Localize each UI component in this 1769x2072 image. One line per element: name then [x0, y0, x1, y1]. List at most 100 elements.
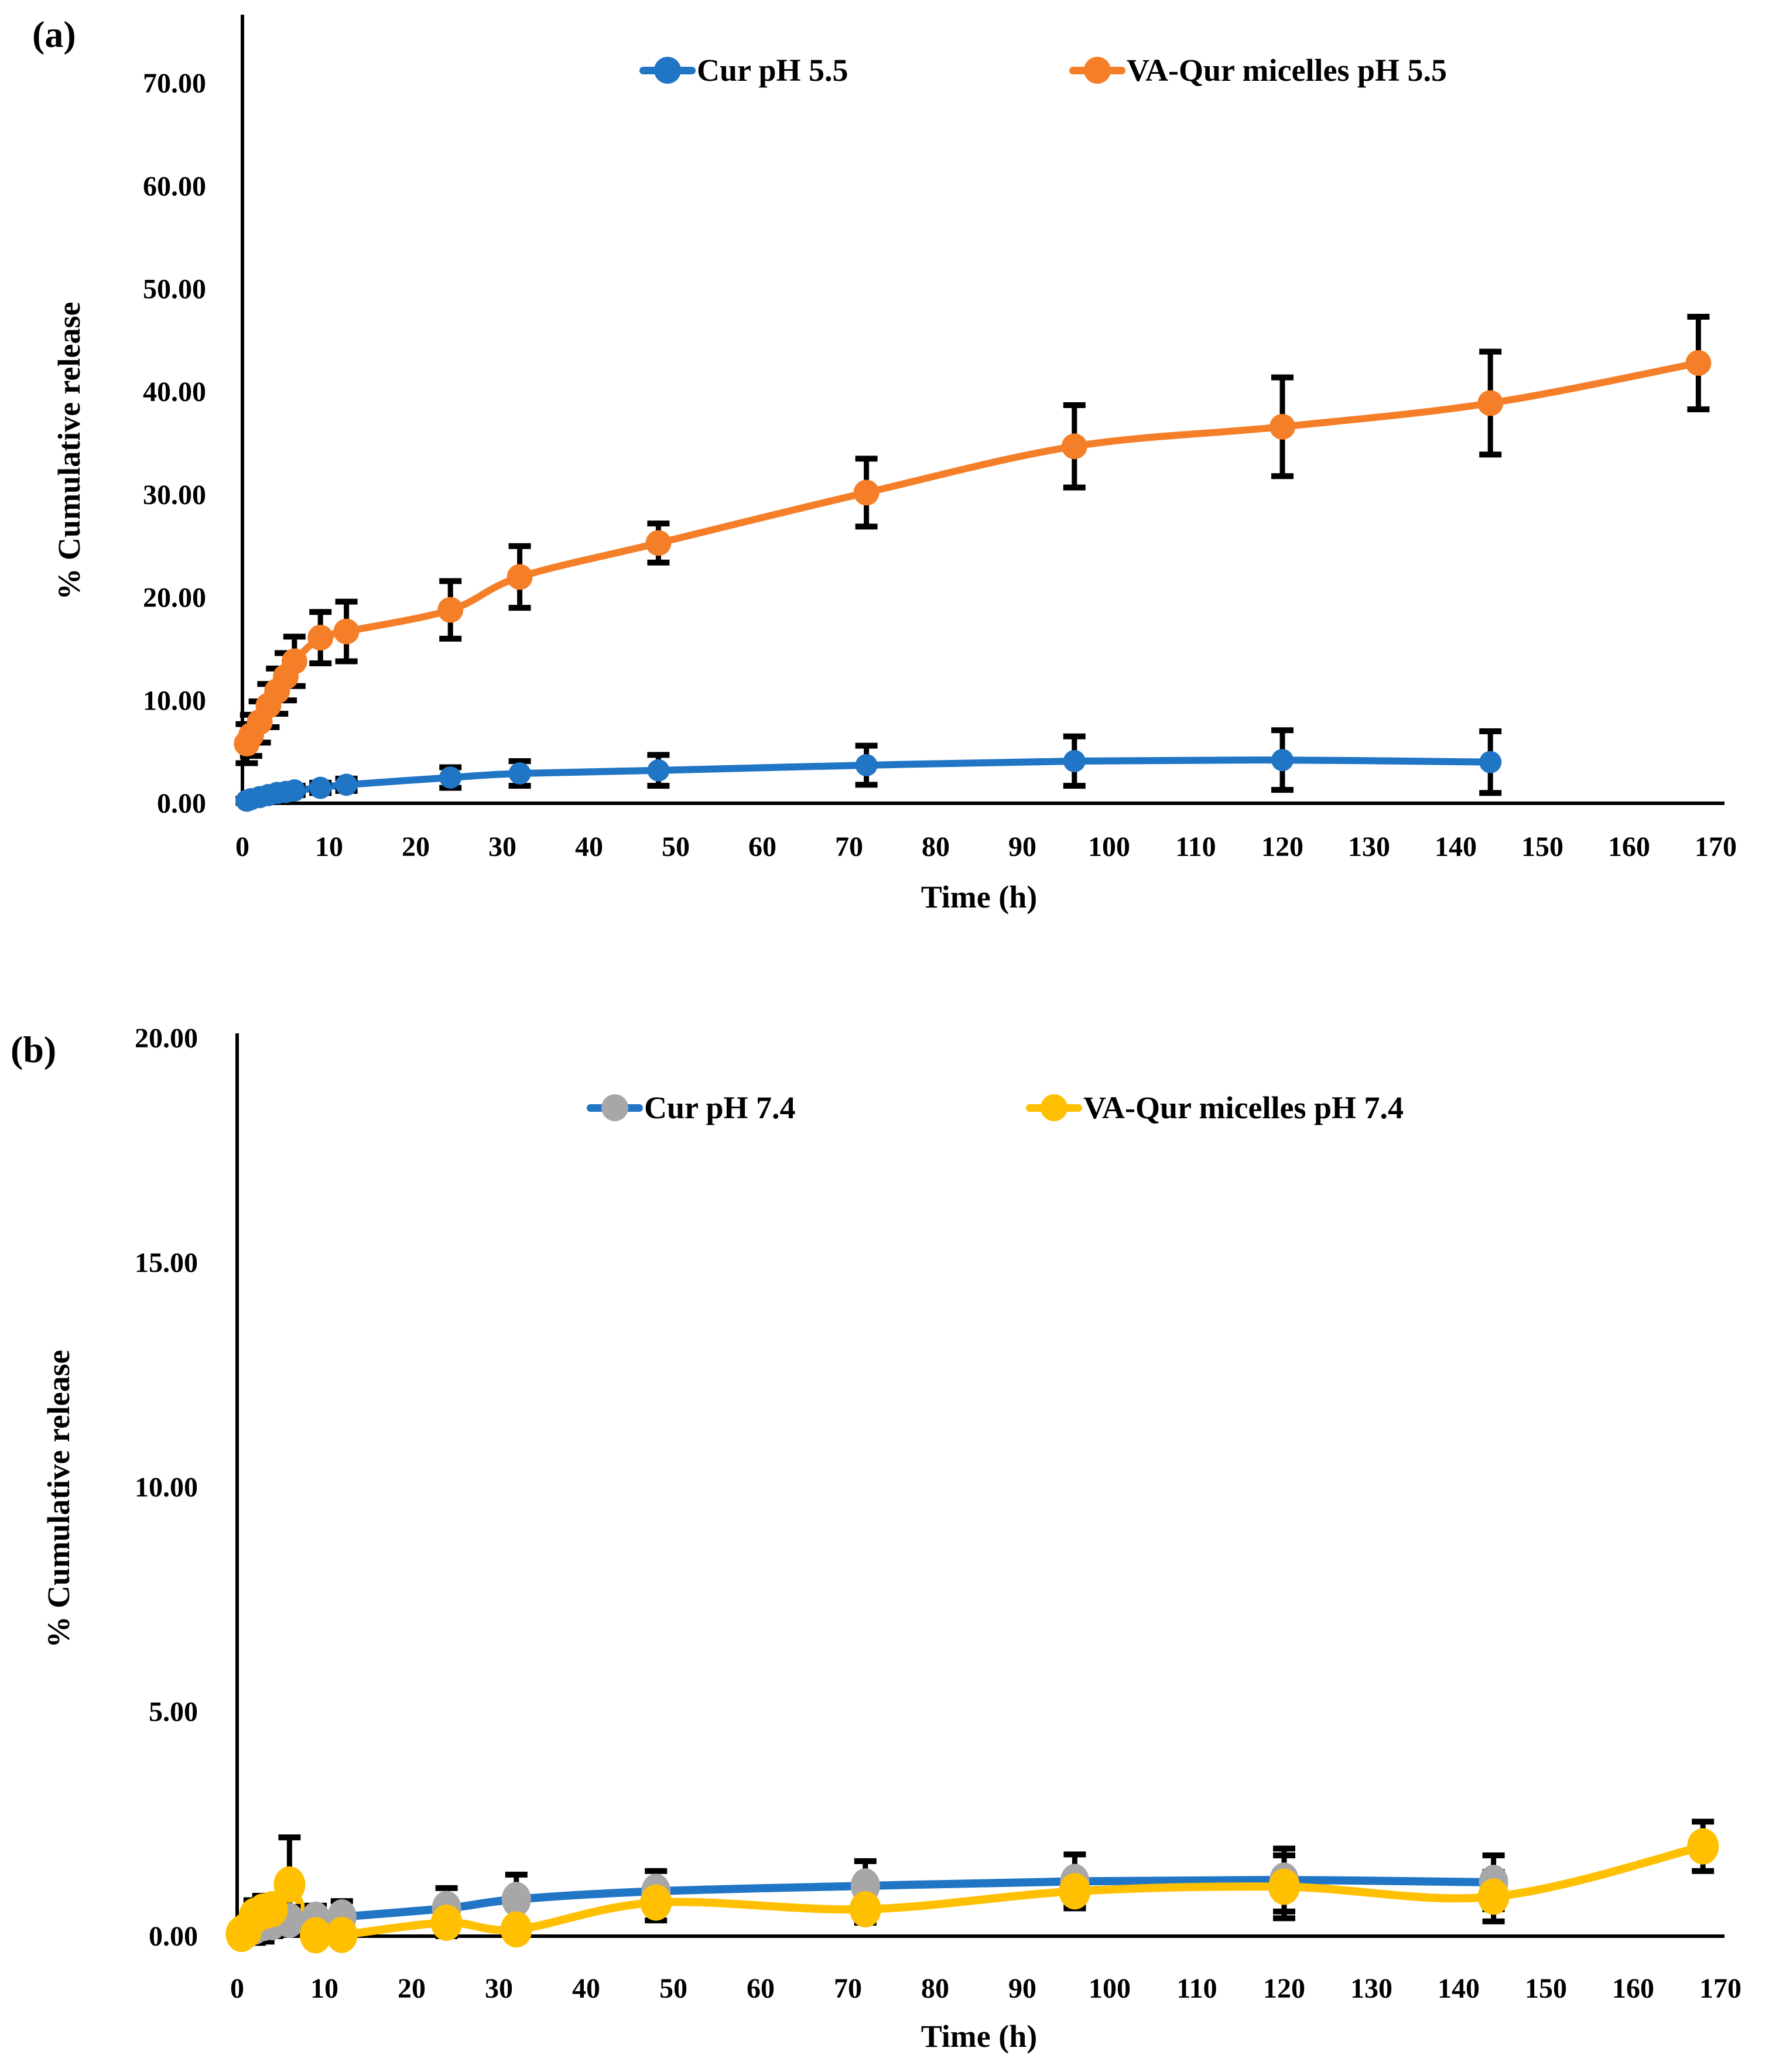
panel-a-x-tick-label: 140: [1435, 831, 1477, 862]
panel-b-x-tick-label: 10: [310, 1973, 338, 2004]
panel-b-x-tick-label: 0: [230, 1973, 244, 2004]
panel-a-series-0-marker: [335, 773, 358, 796]
panel-a-x-tick-label: 30: [488, 831, 516, 862]
panel-a-x-tick-label: 100: [1088, 831, 1130, 862]
panel-a-y-tick-label: 40.00: [143, 376, 206, 407]
panel-a-legend-label-micelles: VA-Qur micelles pH 5.5: [1127, 53, 1447, 88]
panel-b-series-1-marker: [273, 1866, 306, 1903]
panel-a-series-1-marker: [333, 618, 360, 645]
panel-a-series-0-marker: [855, 754, 878, 776]
panel-a-x-tick-label: 170: [1695, 831, 1737, 862]
panel-b-x-axis-title: Time (h): [921, 2019, 1038, 2054]
panel-a-series-1-marker: [1477, 390, 1504, 416]
panel-b-x-tick-label: 140: [1438, 1973, 1480, 2004]
panel-a-y-tick-label: 60.00: [143, 171, 206, 202]
panel-b-x-tick-label: 100: [1089, 1973, 1131, 2004]
panel-a-series-1-marker: [507, 564, 533, 590]
panel-a-legend-marker-micelles-icon: [1069, 53, 1125, 88]
panel-b-y-axis-title: % Cumulative release: [41, 1350, 76, 1648]
panel-b-series-1-marker: [1268, 1868, 1300, 1905]
panel-a-y-axis-title: % Cumulative release: [52, 302, 87, 600]
panel-a-series-0-marker: [1063, 749, 1086, 772]
panel-b-legend-label-micelles: VA-Qur micelles pH 7.4: [1083, 1090, 1404, 1125]
panel-b-series-1-marker: [500, 1911, 532, 1948]
panel-b-x-tick-label: 60: [747, 1973, 775, 2004]
panel-a-series-0-marker: [1479, 751, 1502, 773]
panel-b-x-tick-label: 90: [1008, 1973, 1036, 2004]
panel-a-x-tick-label: 10: [315, 831, 343, 862]
panel-a-x-tick-label: 0: [235, 831, 249, 862]
panel-b-series-0-marker: [501, 1882, 531, 1917]
panel-b-series-1-marker: [849, 1891, 881, 1927]
panel-a-series-0-marker: [439, 766, 462, 789]
panel-b-series-1-marker: [326, 1916, 358, 1953]
panel-a-x-tick-label: 60: [748, 831, 776, 862]
panel-a-series-line-1: [243, 359, 1702, 748]
panel-a-y-tick-label: 0.00: [157, 788, 206, 819]
panel-b-label: (b): [11, 1029, 57, 1070]
panel-a-y-tick-label: 30.00: [143, 480, 206, 511]
panel-a-series-0-marker: [508, 762, 531, 785]
panel-a-y-tick-label: 20.00: [143, 583, 206, 614]
panel-a-x-tick-label: 80: [922, 831, 950, 862]
panel-b-legend-item-micelles: VA-Qur micelles pH 7.4: [1026, 1090, 1404, 1125]
panel-a-series-1-marker: [853, 480, 880, 506]
panel-a-series-1-marker: [437, 597, 464, 623]
panel-a-legend-item-micelles: VA-Qur micelles pH 5.5: [1069, 53, 1447, 88]
panel-b-x-tick-label: 50: [659, 1973, 687, 2004]
panel-a-x-axis-title: Time (h): [921, 879, 1038, 915]
panel-a-y-tick-label: 50.00: [143, 274, 206, 305]
panel-a-y-tick-label: 70.00: [143, 68, 206, 99]
panel-a-x-tick-label: 120: [1261, 831, 1303, 862]
panel-b-series-1-marker: [300, 1917, 332, 1954]
panel-a-series-0-marker: [647, 759, 670, 782]
panel-a-series-1-marker: [1270, 413, 1295, 440]
panel-b-y-tick-label: 5.00: [149, 1697, 198, 1728]
panel-b-x-tick-label: 150: [1525, 1973, 1567, 2004]
panel-b-x-tick-label: 70: [834, 1973, 862, 2004]
panel-b-legend-marker-micelles-icon: [1026, 1090, 1082, 1125]
panel-a-x-tick-label: 160: [1608, 831, 1650, 862]
panel-a-x-tick-label: 40: [575, 831, 603, 862]
panel-b-y-tick-label: 20.00: [135, 1023, 198, 1054]
panel-a-series-1-marker: [281, 648, 307, 674]
panel-b-x-tick-label: 40: [572, 1973, 600, 2004]
panel-b-legend-marker-cur-icon: [587, 1090, 643, 1125]
panel-a-x-tick-label: 50: [662, 831, 690, 862]
panel-a-legend-label-cur: Cur pH 5.5: [697, 53, 848, 88]
panel-a-series-0-marker: [1271, 749, 1294, 772]
panel-b-series-1-marker: [1059, 1873, 1091, 1910]
panel-a-legend-item-cur: Cur pH 5.5: [639, 53, 848, 88]
panel-a-x-tick-label: 150: [1521, 831, 1563, 862]
panel-b-legend-item-cur: Cur pH 7.4: [587, 1090, 796, 1125]
panel-b-y-tick-label: 0.00: [149, 1921, 198, 1952]
panel-a-series-1-marker: [307, 625, 334, 651]
panel-a-series-1-marker: [1061, 433, 1087, 460]
panel-b-series-1-marker: [1477, 1878, 1510, 1915]
panel-b-x-tick-label: 170: [1699, 1973, 1741, 2004]
panel-a-legend-marker-cur-icon: [639, 53, 696, 88]
panel-a-x-tick-label: 110: [1175, 831, 1216, 862]
panel-a-x-tick-label: 20: [402, 831, 430, 862]
panel-a-y-tick-label: 10.00: [143, 685, 206, 716]
panel-b-x-tick-label: 20: [398, 1973, 426, 2004]
panel-b-x-tick-label: 160: [1612, 1973, 1654, 2004]
panel-b-series-1-marker: [256, 1891, 288, 1927]
panel-b-x-tick-label: 30: [485, 1973, 513, 2004]
panel-a-series-1-marker: [645, 530, 672, 556]
panel-b-y-tick-label: 10.00: [135, 1472, 198, 1503]
panel-b-legend-label-cur: Cur pH 7.4: [644, 1090, 796, 1125]
panel-b-series-1-marker: [430, 1904, 463, 1941]
panel-a-series-1-marker: [1685, 350, 1712, 376]
panel-b-series-1-marker: [1687, 1828, 1719, 1865]
panel-a-x-tick-label: 130: [1348, 831, 1390, 862]
panel-b-series-1-marker: [640, 1884, 672, 1921]
panel-a-label: (a): [32, 13, 76, 55]
panel-a-series-0-marker: [309, 776, 332, 799]
panel-b-x-tick-label: 110: [1176, 1973, 1217, 2004]
panel-b-x-tick-label: 130: [1350, 1973, 1392, 2004]
panel-a-x-tick-label: 90: [1008, 831, 1036, 862]
panel-b-x-tick-label: 120: [1263, 1973, 1305, 2004]
